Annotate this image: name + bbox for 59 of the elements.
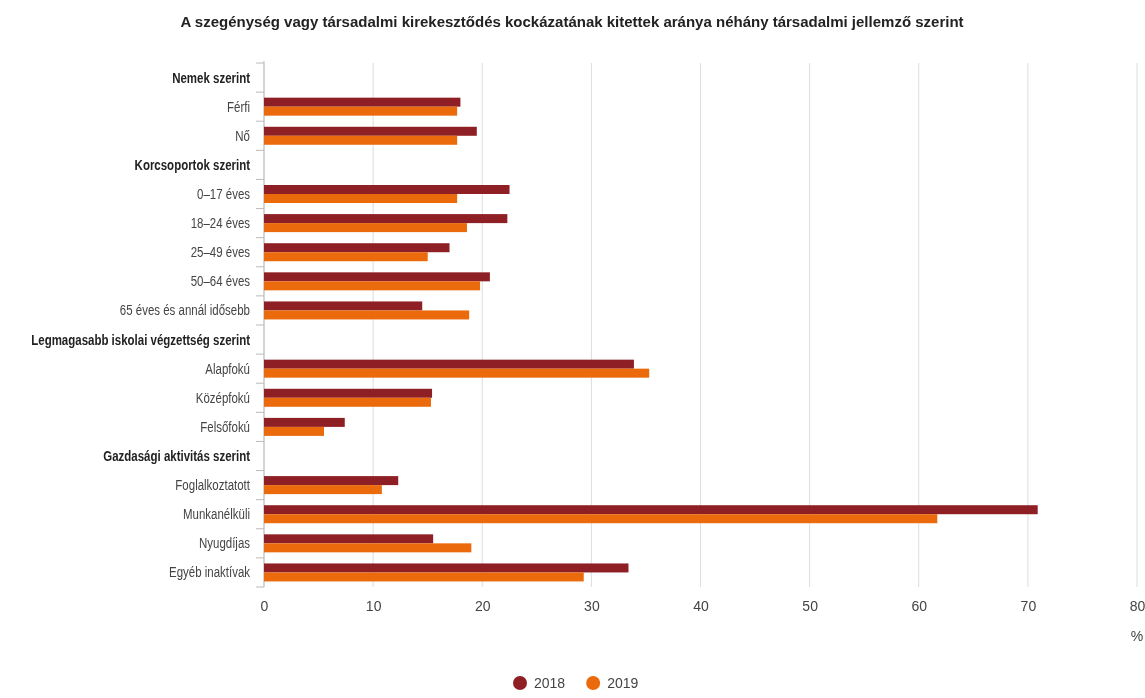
y-tick-label: 18–24 éves bbox=[190, 214, 250, 232]
x-axis-title: % bbox=[1130, 628, 1144, 644]
x-tick-label: 20 bbox=[474, 597, 491, 614]
y-tick-label: Nemek szerint bbox=[172, 69, 251, 86]
bar bbox=[264, 534, 434, 544]
bar bbox=[264, 397, 431, 407]
y-tick-label: Foglalkoztatott bbox=[175, 476, 251, 494]
y-tick-label: Munkanélküli bbox=[183, 506, 250, 523]
y-tick-label: 0–17 éves bbox=[197, 185, 250, 203]
x-tick-label: 40 bbox=[693, 597, 709, 614]
bar bbox=[264, 252, 428, 262]
bar bbox=[264, 514, 938, 524]
y-tick-label: Legmagasabb iskolai végzettség szerint bbox=[31, 331, 251, 348]
y-tick-label: Nyugdíjas bbox=[198, 535, 250, 552]
y-tick-label: 65 éves és annál idősebb bbox=[119, 302, 250, 319]
x-tick-label: 70 bbox=[1020, 597, 1037, 614]
bar bbox=[264, 135, 458, 145]
bar bbox=[264, 572, 584, 582]
bar bbox=[264, 359, 634, 369]
bar bbox=[264, 301, 423, 311]
bar bbox=[264, 272, 490, 282]
y-tick-label: Gazdasági aktivitás szerint bbox=[103, 447, 251, 465]
bar bbox=[264, 97, 461, 107]
y-tick-label: Egyéb inaktívak bbox=[168, 564, 251, 581]
x-tick-label: 60 bbox=[911, 597, 928, 614]
x-tick-label: 50 bbox=[802, 597, 819, 614]
bar bbox=[264, 476, 399, 486]
y-tick-label: Korcsoportok szerint bbox=[134, 156, 251, 174]
bar bbox=[264, 194, 458, 203]
legend-label: 2019 bbox=[607, 675, 639, 691]
x-tick-label: 80 bbox=[1129, 597, 1145, 614]
bar bbox=[264, 563, 629, 573]
bar bbox=[264, 543, 472, 553]
bar bbox=[264, 214, 508, 224]
chart-title: A szegénység vagy társadalmi kirekesztődés kockázatának kitettek aránya néhány társadalmi jellemző szerint bbox=[180, 13, 964, 30]
y-tick-label: Alapfokú bbox=[205, 360, 250, 377]
x-tick-label: 0 bbox=[260, 597, 269, 614]
bar bbox=[264, 185, 510, 194]
bar bbox=[264, 106, 458, 116]
y-tick-label: Középfokú bbox=[195, 389, 250, 407]
y-tick-label: Férfi bbox=[227, 98, 250, 115]
y-tick-label: 25–49 éves bbox=[190, 244, 250, 261]
x-tick-label: 10 bbox=[365, 597, 382, 614]
bar bbox=[264, 126, 477, 136]
bar bbox=[264, 417, 345, 427]
bar bbox=[264, 388, 433, 398]
y-tick-label: 50–64 éves bbox=[190, 273, 250, 290]
bar bbox=[264, 281, 481, 291]
bar bbox=[264, 368, 650, 378]
y-tick-label: Nő bbox=[235, 127, 250, 145]
bar bbox=[264, 426, 325, 436]
bar bbox=[264, 310, 470, 320]
y-tick-label: Felsőfokú bbox=[200, 418, 250, 436]
bar bbox=[264, 505, 1038, 515]
legend-label: 2018 bbox=[534, 675, 566, 691]
x-tick-label: 30 bbox=[584, 597, 600, 614]
bar bbox=[264, 243, 450, 253]
bar bbox=[264, 223, 467, 233]
bar bbox=[264, 485, 382, 495]
